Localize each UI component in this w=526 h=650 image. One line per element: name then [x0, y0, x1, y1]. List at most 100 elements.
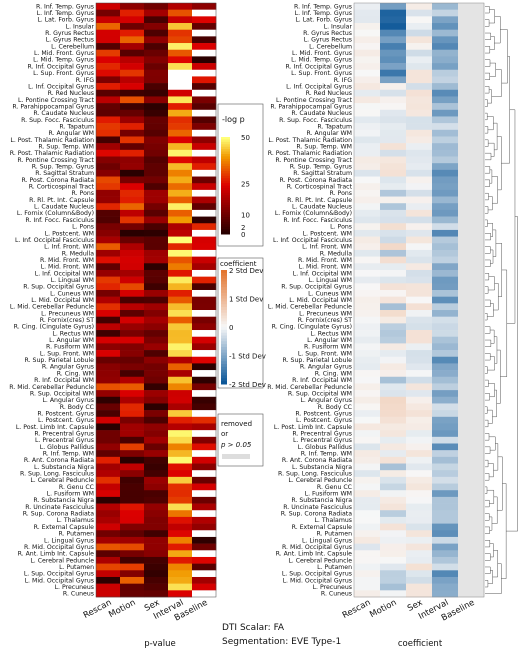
pvalue-colorbar	[221, 137, 230, 235]
colorbar-segment	[221, 212, 230, 216]
heat-cell	[144, 576, 169, 584]
row-label: L. Cuneus WM	[50, 290, 94, 297]
heat-cell	[192, 296, 217, 304]
heat-cell	[96, 410, 121, 418]
coef-cell	[354, 269, 381, 277]
coef-cell	[432, 269, 459, 277]
row-label: L. Mid. Occipital Gyrus	[25, 577, 94, 584]
heat-cell	[168, 69, 193, 77]
heat-cell	[144, 156, 169, 164]
heat-cell	[96, 330, 121, 338]
heat-cell	[192, 310, 217, 317]
coef-cell	[380, 330, 407, 338]
heat-cell	[168, 456, 193, 464]
heat-cell	[192, 350, 217, 358]
row-label: R. Sup. Long. Fasciculus	[278, 471, 352, 478]
heat-cell	[192, 316, 217, 324]
heat-cell	[144, 483, 169, 491]
row-label: R. Fusiform WM	[304, 344, 352, 351]
coef-cell	[406, 303, 433, 311]
heat-cell	[120, 536, 145, 544]
coef-cell	[458, 583, 485, 591]
heat-cell	[96, 550, 121, 558]
heat-cell	[192, 189, 217, 197]
colorbar-segment	[221, 312, 227, 317]
heat-cell	[192, 63, 217, 71]
row-label: L. Post. Thalamic Radiation	[268, 137, 352, 144]
heat-cell	[120, 196, 145, 204]
row-label: R. Sup. Temp. Gyrus	[32, 164, 94, 171]
heat-cell	[168, 563, 193, 571]
coef-cell	[354, 209, 381, 217]
heat-cell	[120, 416, 145, 424]
coef-cell	[354, 289, 381, 297]
coef-cell	[432, 316, 459, 324]
heat-cell	[168, 109, 193, 117]
coef-cell	[406, 129, 433, 137]
dendrogram-branch	[488, 276, 495, 291]
coef-cell	[432, 443, 459, 451]
heat-cell	[96, 23, 121, 30]
coef-cell	[432, 56, 459, 64]
heat-cell	[144, 183, 169, 191]
coef-cell	[458, 29, 485, 37]
heat-cell	[144, 9, 169, 17]
coef-cell	[380, 136, 407, 144]
coef-cell	[458, 163, 485, 171]
row-label: R. Fornix(cres) ST	[40, 317, 94, 324]
heat-cell	[96, 503, 121, 511]
coef-cell	[432, 423, 459, 431]
coef-cell	[458, 49, 485, 57]
coefficient-legend-title: coefficient	[220, 260, 257, 268]
coef-cell	[380, 316, 407, 324]
dendrogram-branch	[489, 169, 493, 184]
colorbar-segment	[221, 318, 227, 322]
heat-cell	[120, 223, 145, 231]
heat-cell	[120, 356, 145, 364]
heat-cell	[168, 556, 193, 564]
dendrogram-branch	[485, 286, 489, 294]
coef-cell	[432, 530, 459, 538]
coef-cell	[458, 556, 485, 564]
row-label: L. Rectus WM	[52, 330, 94, 337]
colorbar-segment	[221, 156, 230, 160]
pvalue-legend: -log p 50 25 10 20	[217, 103, 264, 247]
heat-cell	[144, 556, 169, 564]
heat-cell	[96, 370, 121, 378]
heat-cell	[192, 49, 217, 57]
heat-cell	[144, 83, 169, 91]
coef-cell	[458, 410, 485, 418]
coef-cell	[354, 229, 381, 237]
coef-cell	[380, 96, 407, 104]
coef-cell	[406, 29, 433, 37]
coef-cell	[380, 556, 407, 564]
dendrogram-branch	[485, 6, 490, 14]
coef-cell	[354, 256, 381, 264]
row-label: R. Mid. Front. WM	[40, 257, 94, 264]
coef-cell	[406, 323, 433, 331]
dendrogram-branch	[500, 269, 508, 378]
heat-cell	[120, 176, 145, 184]
heat-cell	[120, 209, 145, 217]
heat-cell	[144, 243, 169, 251]
coef-cell	[458, 36, 485, 44]
dendrogram-branch	[485, 473, 490, 481]
colorbar-segment	[221, 153, 230, 157]
heat-cell	[96, 416, 121, 424]
coef-cell	[406, 243, 433, 251]
coef-cell	[354, 109, 381, 117]
row-label: L. Post. Limb Int. Capsule	[16, 424, 94, 431]
colorbar-segment	[221, 168, 230, 172]
colorbar-segment	[221, 185, 230, 189]
dendrogram-branch	[485, 166, 491, 174]
coef-cell	[354, 543, 381, 551]
caption-line2: Segmentation: EVE Type-1	[222, 637, 341, 647]
heat-cell	[144, 383, 169, 391]
heat-cell	[120, 443, 145, 451]
dendrogram-branch	[485, 540, 491, 548]
heat-cell	[120, 563, 145, 571]
dendrogram-branch	[485, 259, 491, 267]
coef-cell	[406, 470, 433, 478]
row-label: R. Mid. Cerebellar Peduncle	[9, 384, 94, 391]
